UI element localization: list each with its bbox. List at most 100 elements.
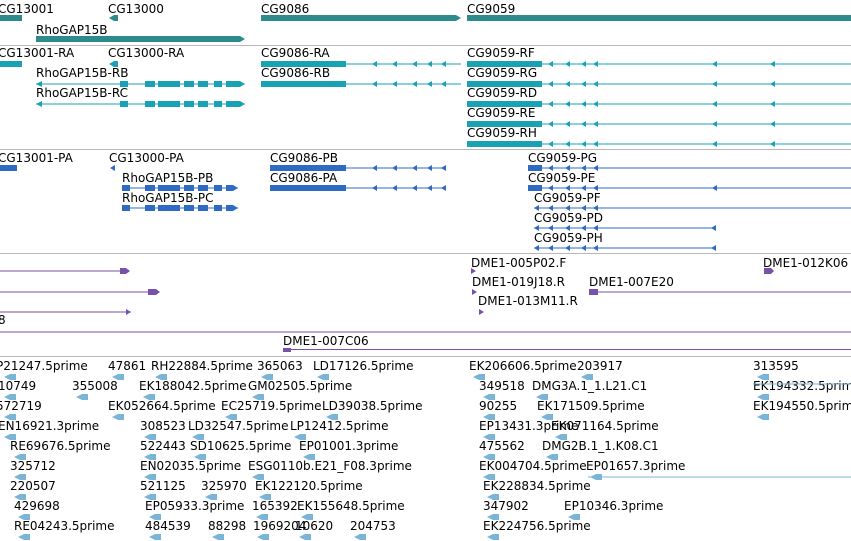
clone-feature[interactable] xyxy=(0,309,131,315)
transcript-feature[interactable] xyxy=(467,61,851,67)
est-feature[interactable] xyxy=(326,414,338,420)
est-label: LP12412.5prime xyxy=(290,419,389,433)
est-feature[interactable] xyxy=(301,514,313,520)
est-feature[interactable] xyxy=(294,434,306,440)
est-feature[interactable] xyxy=(473,374,485,380)
est-feature[interactable] xyxy=(581,374,593,380)
protein-feature[interactable] xyxy=(0,165,17,171)
est-feature[interactable] xyxy=(256,514,268,520)
clone-feature[interactable] xyxy=(0,268,130,274)
est-feature[interactable] xyxy=(14,494,26,500)
gene-feature[interactable] xyxy=(109,15,118,21)
est-feature[interactable] xyxy=(149,534,161,540)
protein-feature[interactable] xyxy=(270,185,446,191)
est-feature[interactable] xyxy=(757,414,769,420)
est-feature[interactable] xyxy=(155,374,167,380)
protein-feature[interactable] xyxy=(534,225,716,231)
transcript-feature[interactable] xyxy=(467,141,851,147)
gene-feature[interactable] xyxy=(0,15,22,21)
est-feature[interactable] xyxy=(487,494,499,500)
clone-feature[interactable] xyxy=(479,309,484,315)
est-feature[interactable] xyxy=(546,454,558,460)
clone-feature[interactable] xyxy=(764,268,774,274)
transcript-label: CG9086-RB xyxy=(261,66,330,80)
est-feature[interactable] xyxy=(261,374,273,380)
est-feature[interactable] xyxy=(112,374,124,380)
protein-feature[interactable] xyxy=(534,205,851,211)
est-feature[interactable] xyxy=(568,514,580,520)
est-feature[interactable] xyxy=(555,434,567,440)
transcript-feature[interactable] xyxy=(467,101,851,107)
est-feature[interactable] xyxy=(303,454,315,460)
est-feature[interactable] xyxy=(143,394,155,400)
est-feature[interactable] xyxy=(483,394,495,400)
est-feature[interactable] xyxy=(14,454,26,460)
transcript-feature[interactable] xyxy=(36,101,245,107)
est-feature[interactable] xyxy=(194,454,206,460)
est-feature[interactable] xyxy=(14,474,26,480)
est-feature[interactable] xyxy=(205,494,217,500)
est-feature[interactable] xyxy=(76,394,88,400)
transcript-feature[interactable] xyxy=(261,61,461,67)
transcript-label: CG13000-RA xyxy=(108,46,185,60)
est-feature[interactable] xyxy=(144,494,156,500)
gene-feature[interactable] xyxy=(36,36,245,42)
est-feature[interactable] xyxy=(144,474,156,480)
protein-feature[interactable] xyxy=(528,185,851,191)
est-feature[interactable] xyxy=(354,534,366,540)
est-feature[interactable] xyxy=(317,374,329,380)
est-feature[interactable] xyxy=(4,434,16,440)
protein-feature[interactable] xyxy=(122,185,238,191)
gene-feature[interactable] xyxy=(467,15,851,21)
transcript-feature[interactable] xyxy=(261,81,461,87)
est-label: 572719 xyxy=(0,399,42,413)
est-feature[interactable] xyxy=(225,414,237,420)
est-feature[interactable] xyxy=(536,394,548,400)
est-feature[interactable] xyxy=(149,514,161,520)
est-feature[interactable] xyxy=(4,394,16,400)
clone-feature[interactable] xyxy=(471,268,476,274)
clone-feature[interactable] xyxy=(0,289,160,295)
est-feature[interactable] xyxy=(4,414,16,420)
est-feature[interactable] xyxy=(757,394,769,400)
protein-feature[interactable] xyxy=(270,165,446,171)
track-dividers xyxy=(0,45,851,357)
clone-feature[interactable] xyxy=(589,289,851,295)
est-feature[interactable] xyxy=(757,374,769,380)
protein-label: CG9086-PB xyxy=(270,151,338,165)
gene-feature[interactable] xyxy=(261,15,461,21)
est-feature[interactable] xyxy=(18,514,30,520)
est-feature[interactable] xyxy=(144,454,156,460)
est-feature[interactable] xyxy=(483,454,495,460)
transcript-feature[interactable] xyxy=(467,81,851,87)
est-feature[interactable] xyxy=(212,534,224,540)
est-feature[interactable] xyxy=(299,534,311,540)
transcript-feature[interactable] xyxy=(36,81,245,87)
clone-feature[interactable] xyxy=(472,289,477,295)
est-feature[interactable] xyxy=(144,434,156,440)
est-feature[interactable] xyxy=(192,434,204,440)
est-feature[interactable] xyxy=(257,534,269,540)
est-feature[interactable] xyxy=(259,494,271,500)
est-feature[interactable] xyxy=(487,514,499,520)
est-label: ESG0110b.E21_F08.3prime xyxy=(248,459,412,473)
protein-feature[interactable] xyxy=(122,205,238,211)
transcript-feature[interactable] xyxy=(0,61,22,67)
est-feature[interactable] xyxy=(18,534,30,540)
est-feature[interactable] xyxy=(252,394,264,400)
clone-feature[interactable] xyxy=(0,331,851,352)
est-feature[interactable] xyxy=(252,474,264,480)
protein-feature[interactable] xyxy=(110,165,115,171)
protein-feature[interactable] xyxy=(534,245,716,251)
transcript-feature[interactable] xyxy=(109,61,118,67)
est-feature[interactable] xyxy=(483,434,495,440)
est-feature[interactable] xyxy=(483,414,495,420)
est-feature[interactable] xyxy=(4,374,16,380)
est-feature[interactable] xyxy=(541,414,553,420)
transcript-feature[interactable] xyxy=(467,121,851,127)
est-label: 88298 xyxy=(208,519,246,533)
protein-feature[interactable] xyxy=(528,165,851,171)
est-feature[interactable] xyxy=(112,414,124,420)
est-feature[interactable] xyxy=(483,474,495,480)
est-feature[interactable] xyxy=(487,534,499,540)
